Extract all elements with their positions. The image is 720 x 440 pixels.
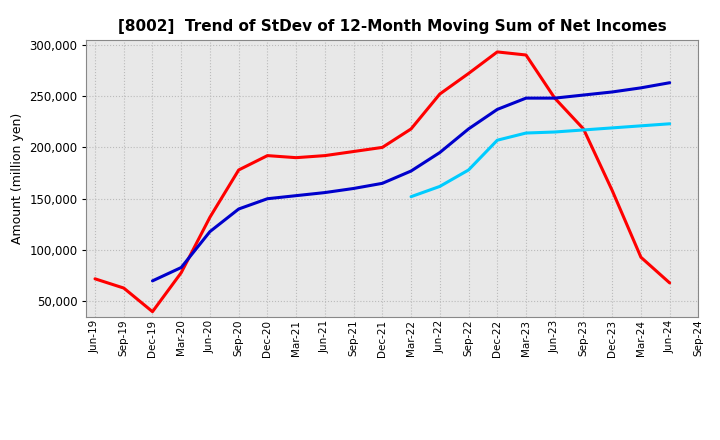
7 Years <box>636 123 645 128</box>
3 Years <box>636 255 645 260</box>
3 Years <box>493 49 502 55</box>
3 Years <box>320 153 329 158</box>
5 Years <box>608 89 616 95</box>
5 Years <box>349 186 358 191</box>
3 Years <box>206 215 215 220</box>
5 Years <box>464 126 473 132</box>
3 Years <box>378 145 387 150</box>
3 Years <box>436 92 444 97</box>
7 Years <box>407 194 415 199</box>
5 Years <box>550 95 559 101</box>
5 Years <box>378 181 387 186</box>
7 Years <box>436 184 444 189</box>
Y-axis label: Amount (million yen): Amount (million yen) <box>11 113 24 244</box>
3 Years <box>579 126 588 132</box>
3 Years <box>464 71 473 76</box>
7 Years <box>522 130 531 136</box>
5 Years <box>235 206 243 212</box>
3 Years <box>608 188 616 193</box>
3 Years <box>407 126 415 132</box>
5 Years <box>436 150 444 155</box>
7 Years <box>464 167 473 172</box>
3 Years <box>120 286 128 291</box>
3 Years <box>522 52 531 58</box>
7 Years <box>550 129 559 135</box>
3 Years <box>91 276 99 282</box>
Line: 7 Years: 7 Years <box>411 124 670 197</box>
3 Years <box>550 95 559 101</box>
5 Years <box>579 92 588 98</box>
5 Years <box>206 229 215 234</box>
5 Years <box>407 169 415 174</box>
Line: 3 Years: 3 Years <box>95 52 670 312</box>
5 Years <box>177 265 186 270</box>
7 Years <box>493 138 502 143</box>
3 Years <box>177 270 186 275</box>
Title: [8002]  Trend of StDev of 12-Month Moving Sum of Net Incomes: [8002] Trend of StDev of 12-Month Moving… <box>118 19 667 34</box>
7 Years <box>665 121 674 126</box>
5 Years <box>665 80 674 85</box>
5 Years <box>263 196 271 202</box>
3 Years <box>665 280 674 286</box>
5 Years <box>636 85 645 91</box>
5 Years <box>493 107 502 112</box>
7 Years <box>608 125 616 131</box>
3 Years <box>148 309 157 314</box>
5 Years <box>148 278 157 283</box>
3 Years <box>263 153 271 158</box>
3 Years <box>292 155 300 160</box>
3 Years <box>349 149 358 154</box>
Line: 5 Years: 5 Years <box>153 83 670 281</box>
7 Years <box>579 127 588 132</box>
5 Years <box>292 193 300 198</box>
5 Years <box>522 95 531 101</box>
5 Years <box>320 190 329 195</box>
3 Years <box>235 167 243 172</box>
